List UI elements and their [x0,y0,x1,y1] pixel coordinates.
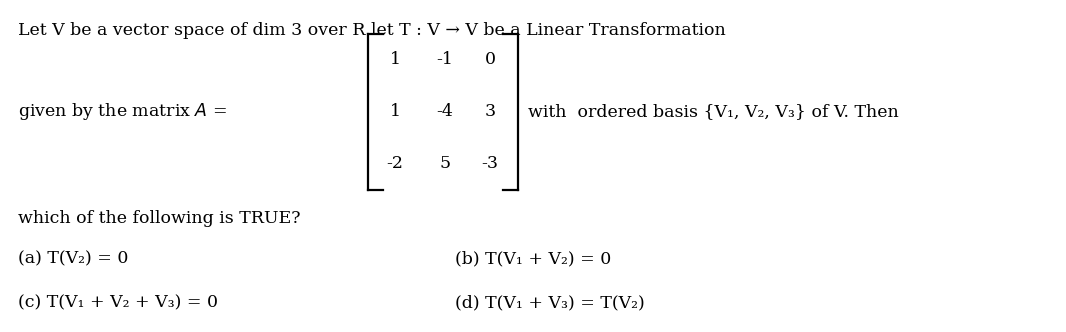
Text: with  ordered basis {V₁, V₂, V₃} of V. Then: with ordered basis {V₁, V₂, V₃} of V. Th… [528,104,899,121]
Text: (c) T(V₁ + V₂ + V₃) = 0: (c) T(V₁ + V₂ + V₃) = 0 [18,294,219,311]
Text: -3: -3 [482,155,499,173]
Text: 1: 1 [389,51,401,68]
Text: -4: -4 [437,104,453,121]
Text: 3: 3 [484,104,496,121]
Text: which of the following is TRUE?: which of the following is TRUE? [18,210,301,227]
Text: (d) T(V₁ + V₃) = T(V₂): (d) T(V₁ + V₃) = T(V₂) [455,294,645,311]
Text: (a) T(V₂) = 0: (a) T(V₂) = 0 [18,250,128,267]
Text: -1: -1 [437,51,453,68]
Text: 1: 1 [389,104,401,121]
Text: -2: -2 [387,155,404,173]
Text: (b) T(V₁ + V₂) = 0: (b) T(V₁ + V₂) = 0 [455,250,611,267]
Text: given by the matrix $A$ =: given by the matrix $A$ = [18,102,227,123]
Text: 5: 5 [439,155,451,173]
Text: Let V be a vector space of dim 3 over R let T : V → V be a Linear Transformation: Let V be a vector space of dim 3 over R … [18,22,726,39]
Text: 0: 0 [485,51,496,68]
